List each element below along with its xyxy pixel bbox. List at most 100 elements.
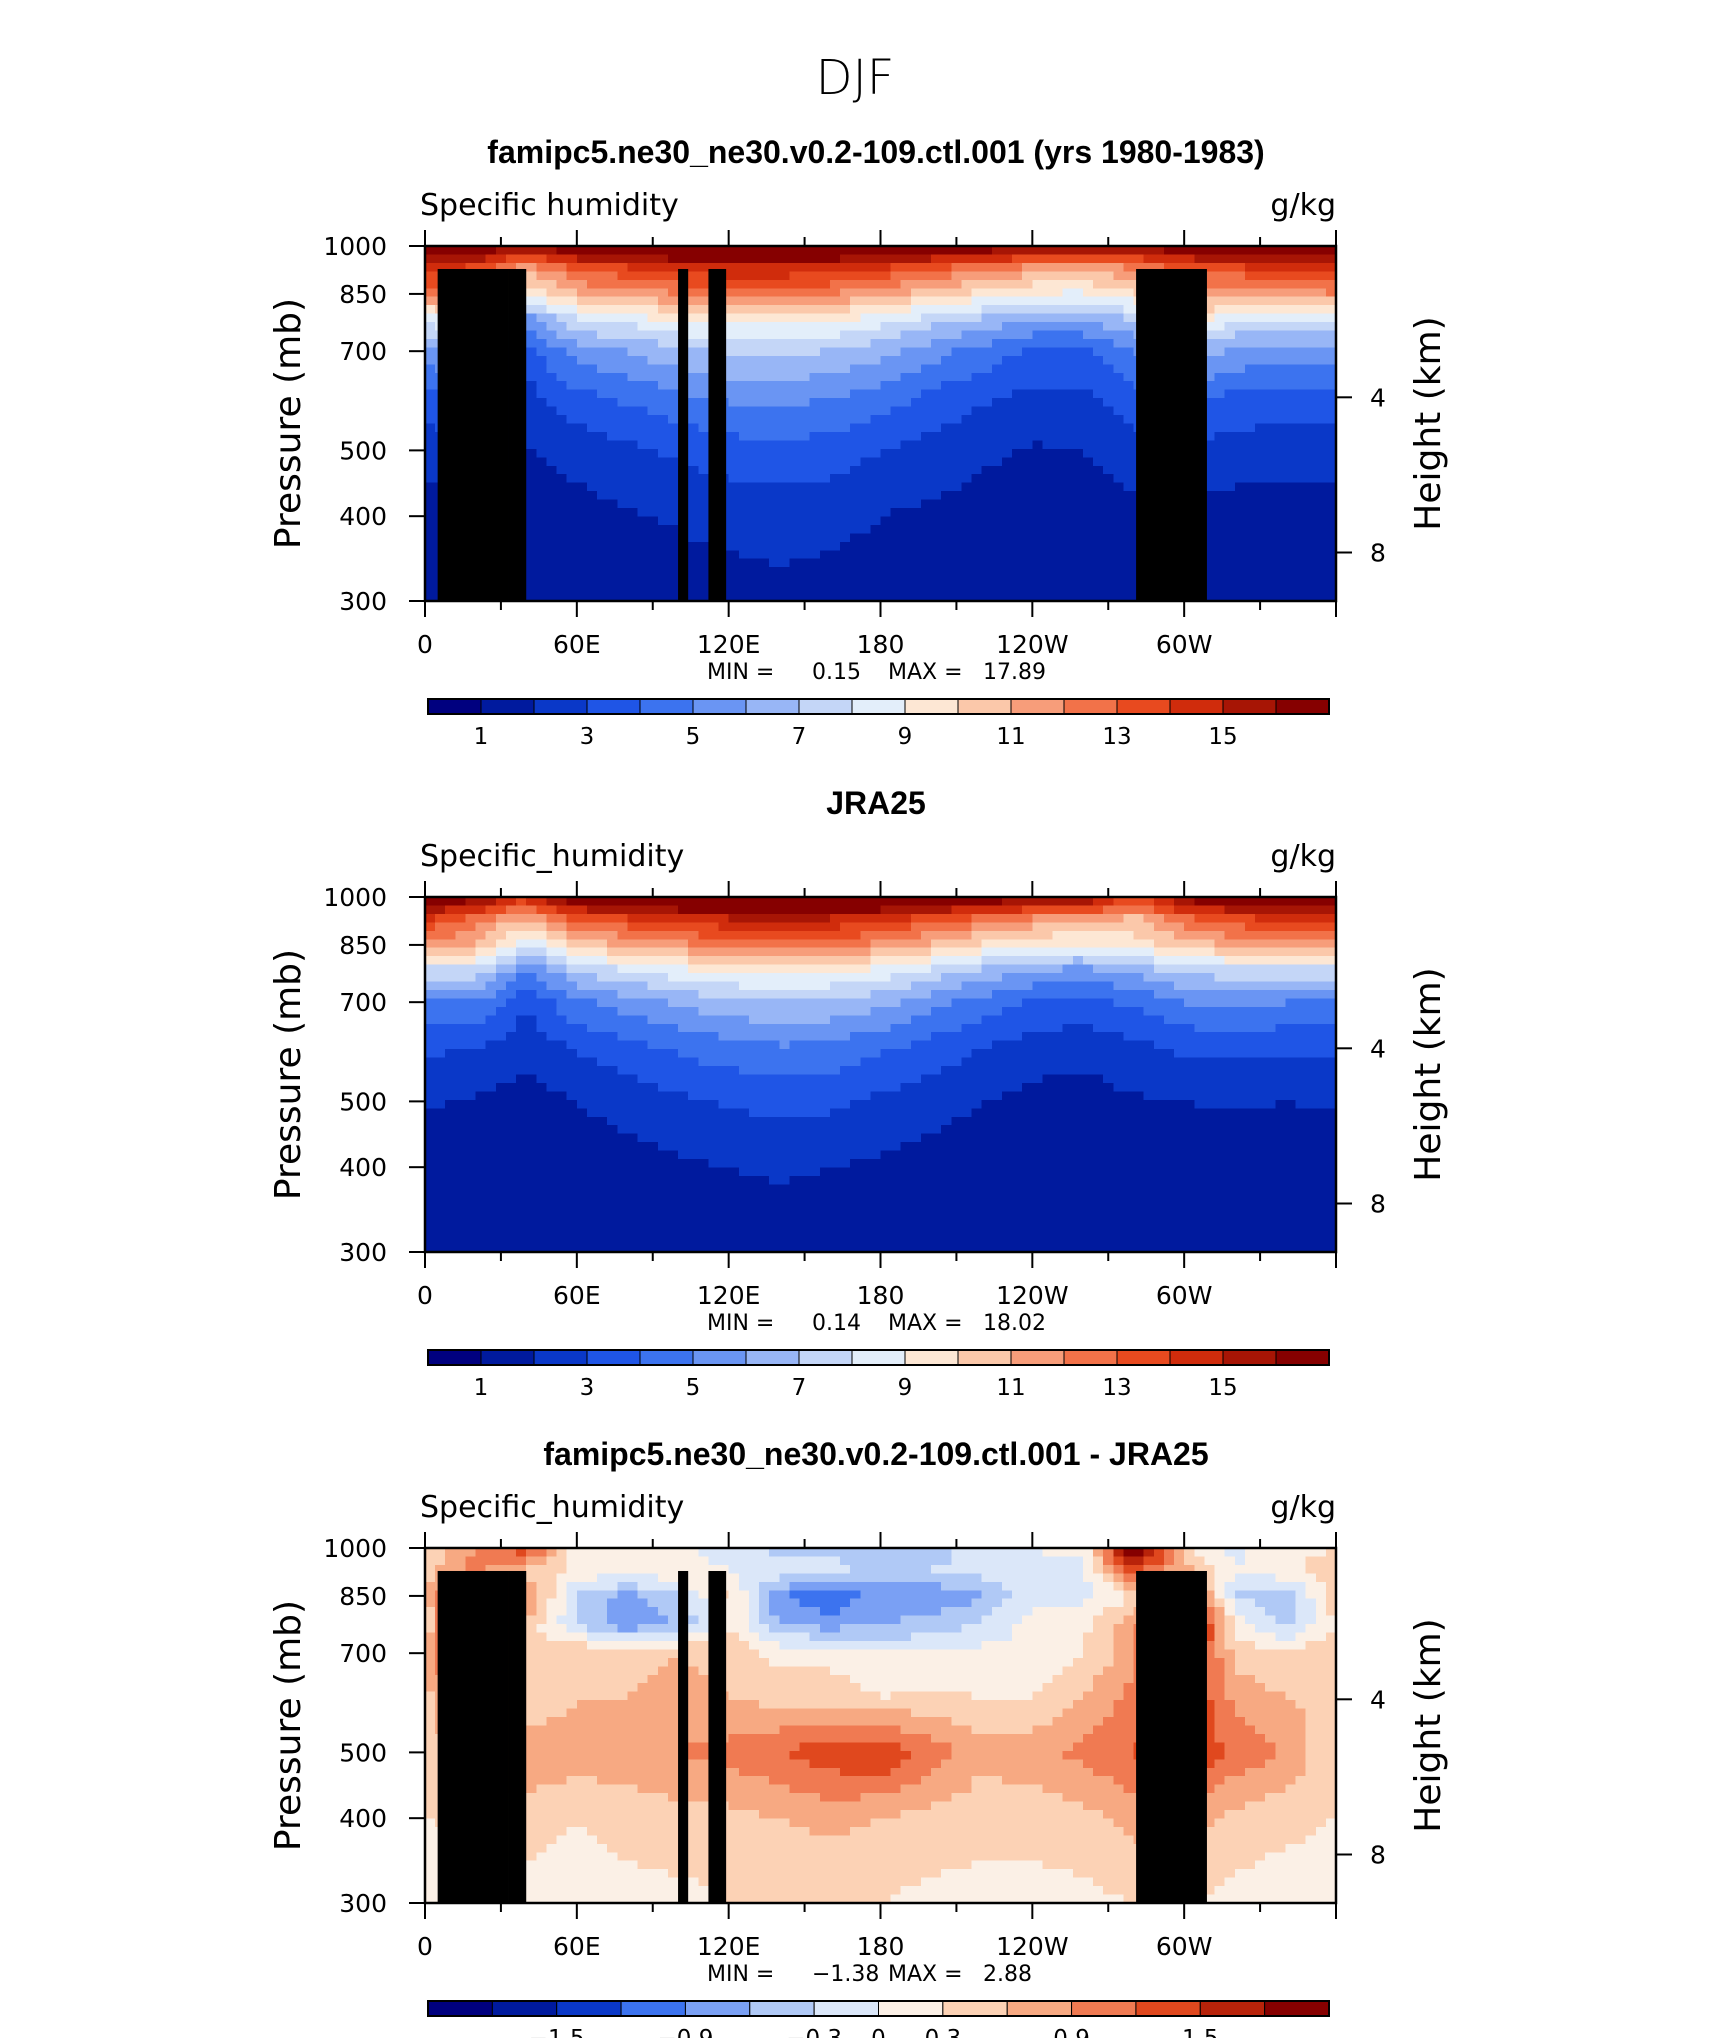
- heatmap-cell: [951, 592, 963, 602]
- heatmap-cell: [1022, 305, 1033, 315]
- heatmap-cell: [819, 381, 831, 391]
- heatmap-cell: [698, 558, 710, 568]
- heatmap-cell: [789, 398, 801, 408]
- heatmap-cell: [1224, 575, 1236, 585]
- heatmap-cell: [1022, 330, 1033, 340]
- heatmap-cell: [445, 947, 456, 957]
- heatmap-cell: [738, 524, 750, 534]
- heatmap-cell: [647, 322, 659, 332]
- heatmap-cell: [1265, 524, 1276, 534]
- heatmap-cell: [1255, 440, 1266, 450]
- heatmap-cell: [870, 550, 882, 560]
- heatmap-cell: [1295, 533, 1307, 543]
- heatmap-cell: [718, 930, 730, 940]
- heatmap-cell: [829, 981, 841, 991]
- heatmap-cell: [1022, 288, 1033, 298]
- heatmap-cell: [1052, 372, 1064, 382]
- heatmap-cell: [971, 973, 983, 983]
- heatmap-cell: [738, 584, 750, 594]
- heatmap-cell: [1315, 330, 1327, 340]
- heatmap-cell: [556, 499, 568, 509]
- heatmap-cell: [981, 364, 993, 374]
- heatmap-cell: [657, 524, 669, 534]
- heatmap-cell: [809, 296, 821, 306]
- heatmap-cell: [819, 989, 831, 1000]
- heatmap-cell: [546, 998, 558, 1008]
- heatmap-cell: [607, 398, 618, 408]
- heatmap-cell: [829, 398, 841, 408]
- heatmap-cell: [698, 584, 710, 594]
- heatmap-cell: [647, 423, 659, 433]
- heatmap-cell: [1234, 415, 1246, 425]
- heatmap-cell: [941, 355, 952, 365]
- heatmap-cell: [829, 499, 841, 509]
- heatmap-cell: [941, 989, 952, 1000]
- y-axis-label: Pressure (mb): [268, 298, 309, 549]
- heatmap-cell: [759, 355, 770, 365]
- heatmap-cell: [1103, 922, 1114, 932]
- heatmap-cell: [1093, 947, 1104, 957]
- heatmap-cell: [627, 431, 639, 442]
- colorbar-label: 5: [686, 724, 701, 750]
- heatmap-cell: [1052, 423, 1064, 433]
- heatmap-cell: [1082, 499, 1094, 509]
- heatmap-cell: [728, 254, 740, 264]
- heatmap-cell: [1265, 364, 1276, 374]
- heatmap-cell: [1275, 905, 1286, 915]
- heatmap-cell: [546, 457, 558, 467]
- heatmap-cell: [647, 347, 659, 357]
- heatmap-cell: [870, 279, 882, 289]
- heatmap-cell: [1214, 347, 1226, 357]
- heatmap-cell: [920, 499, 932, 509]
- heatmap-cell: [890, 246, 902, 256]
- heatmap-cell: [769, 254, 780, 264]
- heatmap-cell: [556, 423, 568, 433]
- heatmap-cell: [981, 406, 993, 416]
- heatmap-cell: [900, 592, 912, 602]
- heatmap-cell: [890, 584, 902, 594]
- heatmap-cell: [819, 981, 831, 991]
- heatmap-cell: [667, 271, 679, 281]
- heatmap-cell: [748, 322, 760, 332]
- heatmap-cell: [1174, 246, 1185, 256]
- heatmap-cell: [799, 330, 811, 340]
- heatmap-cell: [698, 913, 710, 923]
- heatmap-cell: [819, 448, 831, 458]
- heatmap-cell: [910, 448, 922, 458]
- heatmap-cell: [1123, 541, 1135, 551]
- heatmap-cell: [657, 922, 669, 932]
- heatmap-cell: [455, 956, 467, 966]
- heatmap-cell: [920, 956, 932, 966]
- heatmap-cell: [1315, 533, 1327, 543]
- heatmap-cell: [1305, 930, 1317, 940]
- heatmap-cell: [1275, 930, 1286, 940]
- heatmap-cell: [860, 930, 871, 940]
- heatmap-cell: [920, 558, 932, 568]
- heatmap-cell: [799, 973, 811, 983]
- heatmap-cell: [1224, 347, 1236, 357]
- heatmap-cell: [586, 947, 598, 957]
- heatmap-cell: [1012, 541, 1023, 551]
- heatmap-cell: [647, 491, 659, 501]
- heatmap-cell: [789, 524, 801, 534]
- heatmap-cell: [647, 558, 659, 568]
- heatmap-cell: [1052, 575, 1064, 585]
- heatmap-cell: [1285, 457, 1297, 467]
- heatmap-cell: [1204, 905, 1216, 915]
- heatmap-cell: [1305, 973, 1317, 983]
- heatmap-cell: [546, 558, 558, 568]
- heatmap-cell: [1234, 508, 1246, 518]
- heatmap-cell: [586, 440, 598, 450]
- heatmap-cell: [667, 897, 679, 907]
- heatmap-cell: [779, 372, 790, 382]
- heatmap-cell: [1244, 575, 1256, 585]
- heatmap-cell: [1113, 541, 1125, 551]
- heatmap-cell: [890, 364, 902, 374]
- heatmap-cell: [647, 981, 659, 991]
- heatmap-cell: [1244, 964, 1256, 974]
- heatmap-cell: [1113, 482, 1125, 492]
- heatmap-cell: [1022, 338, 1033, 349]
- heatmap-cell: [1103, 440, 1114, 450]
- heatmap-cell: [829, 930, 841, 940]
- heatmap-cell: [556, 930, 568, 940]
